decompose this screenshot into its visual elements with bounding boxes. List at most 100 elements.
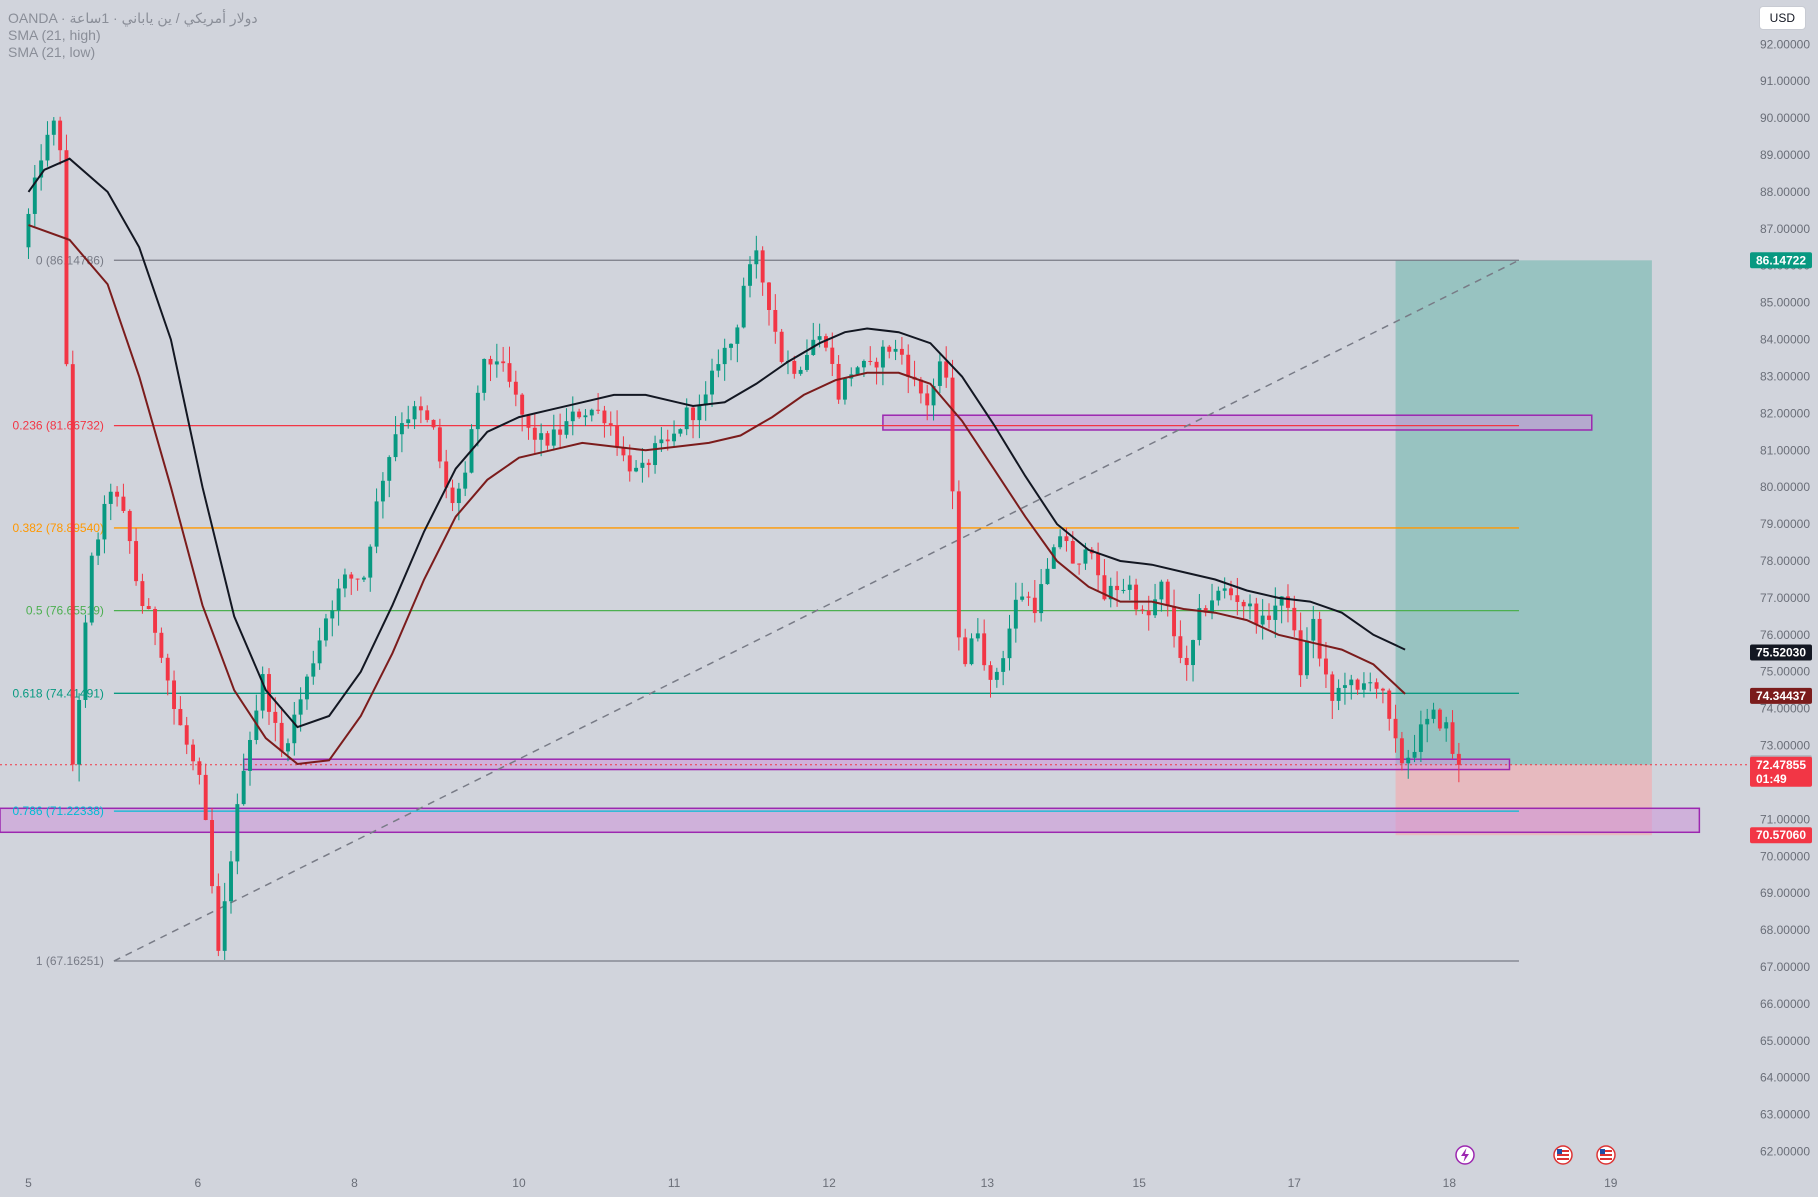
candle[interactable] — [77, 700, 82, 765]
zone-box[interactable] — [0, 807, 1701, 834]
candle[interactable] — [1273, 605, 1278, 620]
candle[interactable] — [1026, 596, 1031, 598]
candle[interactable] — [672, 433, 677, 442]
candle[interactable] — [431, 419, 436, 428]
candle[interactable] — [165, 657, 170, 681]
candle[interactable] — [950, 377, 955, 492]
candle[interactable] — [444, 461, 449, 488]
candle[interactable] — [1355, 679, 1360, 690]
candle[interactable] — [1146, 610, 1151, 616]
candle[interactable] — [754, 250, 759, 265]
candle[interactable] — [779, 331, 784, 362]
candle[interactable] — [58, 120, 63, 151]
candle[interactable] — [697, 405, 702, 421]
candle[interactable] — [1096, 553, 1101, 576]
candle[interactable] — [1210, 600, 1214, 613]
candle[interactable] — [1330, 674, 1335, 701]
candle[interactable] — [646, 462, 651, 466]
candle[interactable] — [475, 392, 480, 430]
candle[interactable] — [210, 820, 214, 887]
candle[interactable] — [1115, 585, 1120, 591]
candle[interactable] — [830, 347, 835, 364]
candle[interactable] — [1267, 615, 1271, 620]
candle[interactable] — [1222, 588, 1227, 591]
candle[interactable] — [507, 363, 512, 382]
candle[interactable] — [893, 348, 898, 352]
candle[interactable] — [494, 361, 499, 365]
candle[interactable] — [83, 622, 88, 701]
candle[interactable] — [146, 606, 151, 609]
candle[interactable] — [558, 429, 563, 435]
candle[interactable] — [729, 343, 733, 348]
candle[interactable] — [279, 722, 284, 752]
candle[interactable] — [627, 455, 632, 472]
candle[interactable] — [659, 439, 664, 444]
candle[interactable] — [26, 213, 31, 248]
candle[interactable] — [39, 160, 44, 178]
candle[interactable] — [1342, 685, 1347, 688]
candle[interactable] — [1102, 575, 1107, 600]
candle[interactable] — [1203, 608, 1208, 613]
candle[interactable] — [482, 358, 487, 393]
candle[interactable] — [89, 555, 94, 623]
candle[interactable] — [1064, 536, 1069, 542]
candle[interactable] — [222, 901, 227, 951]
candle[interactable] — [969, 638, 974, 665]
candle[interactable] — [108, 491, 113, 504]
candle[interactable] — [767, 282, 771, 311]
candle[interactable] — [387, 457, 392, 481]
candle[interactable] — [32, 177, 37, 214]
lightning-event-icon[interactable] — [1455, 1145, 1475, 1165]
candle[interactable] — [317, 640, 322, 664]
candle[interactable] — [577, 411, 582, 418]
candle[interactable] — [773, 310, 778, 332]
candle[interactable] — [1305, 640, 1309, 676]
price-badge[interactable] — [1750, 827, 1812, 844]
candle[interactable] — [292, 714, 297, 744]
candle[interactable] — [349, 574, 354, 579]
candle[interactable] — [1323, 658, 1328, 675]
candle[interactable] — [229, 861, 233, 902]
candle[interactable] — [1153, 599, 1158, 616]
candle[interactable] — [760, 250, 765, 283]
candle[interactable] — [1134, 584, 1139, 610]
candle[interactable] — [918, 379, 923, 394]
fib-trend-line[interactable] — [113, 259, 1520, 962]
price-badge[interactable] — [1750, 756, 1812, 787]
us-flag-event-icon[interactable] — [1596, 1145, 1616, 1165]
candle[interactable] — [1077, 563, 1082, 565]
candle[interactable] — [596, 409, 601, 411]
candle[interactable] — [178, 708, 183, 726]
candle[interactable] — [1380, 688, 1385, 691]
candle[interactable] — [1070, 541, 1075, 564]
candle[interactable] — [1374, 682, 1379, 689]
candle[interactable] — [216, 886, 221, 951]
candle[interactable] — [203, 774, 208, 821]
candle[interactable] — [545, 433, 550, 446]
sma-low-line[interactable] — [28, 224, 1406, 766]
candle[interactable] — [298, 699, 303, 715]
candle[interactable] — [361, 577, 366, 580]
candle[interactable] — [184, 725, 189, 745]
candle[interactable] — [1184, 657, 1189, 666]
candle[interactable] — [1248, 603, 1252, 607]
candle[interactable] — [583, 415, 588, 418]
target-zone[interactable] — [1395, 260, 1652, 765]
candle[interactable] — [988, 665, 993, 680]
candle[interactable] — [437, 427, 442, 462]
candle[interactable] — [716, 364, 721, 371]
candle[interactable] — [722, 347, 727, 365]
candle[interactable] — [937, 361, 942, 386]
candle[interactable] — [817, 336, 822, 340]
candle[interactable] — [1292, 607, 1297, 631]
candle[interactable] — [488, 358, 493, 365]
candle[interactable] — [374, 501, 379, 547]
candle[interactable] — [1425, 718, 1430, 725]
candle[interactable] — [1039, 584, 1044, 614]
candle[interactable] — [710, 370, 714, 395]
candle[interactable] — [368, 546, 373, 578]
candle[interactable] — [963, 637, 968, 665]
candle[interactable] — [880, 346, 885, 368]
candle[interactable] — [305, 676, 309, 700]
candle[interactable] — [96, 539, 101, 556]
